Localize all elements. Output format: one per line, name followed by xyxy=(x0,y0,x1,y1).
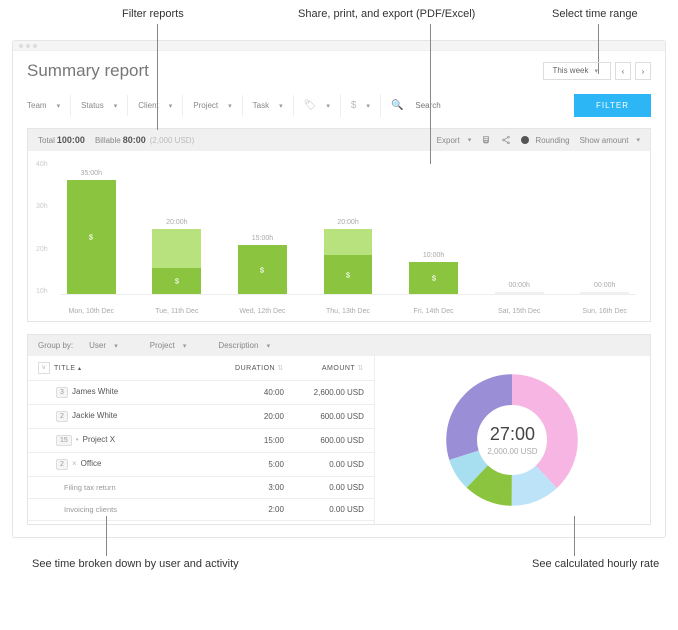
filter-client[interactable]: Client▾ xyxy=(128,95,183,116)
print-icon[interactable] xyxy=(481,135,491,145)
filter-task[interactable]: Task▾ xyxy=(243,95,294,116)
row-amount: 600.00 USD xyxy=(284,412,364,421)
chevron-down-icon: ▾ xyxy=(57,102,61,110)
chart-card: Total 100:00 Billable 80:00 (2,000 USD) … xyxy=(27,128,651,322)
dollar-icon: $ xyxy=(351,100,357,111)
row-title: 3James White xyxy=(56,387,224,398)
bar-column: 35:00h$ xyxy=(60,170,123,294)
breakdown-table: ˅ TITLE ▴ DURATION ⇅ AMOUNT ⇅ 3James Whi… xyxy=(28,356,375,524)
chart-card-header: Total 100:00 Billable 80:00 (2,000 USD) … xyxy=(28,129,650,151)
show-amount-button[interactable]: Show amount▾ xyxy=(580,136,640,145)
callout-share-export: Share, print, and export (PDF/Excel) xyxy=(298,8,475,20)
page-title: Summary report xyxy=(27,61,149,81)
svg-text:$: $ xyxy=(175,277,180,286)
donut-center-sub: 2,000.00 USD xyxy=(487,447,537,456)
bar-column: 20:00h$ xyxy=(317,219,380,294)
row-amount: 0.00 USD xyxy=(284,460,364,469)
chevron-down-icon: ▾ xyxy=(594,68,598,75)
chevron-down-icon: ▾ xyxy=(228,102,232,110)
svg-text:$: $ xyxy=(346,270,351,279)
callout-hourly-rate: See calculated hourly rate xyxy=(532,558,659,570)
row-amount: 2,600.00 USD xyxy=(284,388,364,397)
filter-status[interactable]: Status▾ xyxy=(71,95,128,116)
row-title: 2Jackie White xyxy=(56,411,224,422)
filter-bar: Team▾Status▾Client▾Project▾Task▾ 🏷▾ $▾ 🔍… xyxy=(13,89,665,128)
time-range-picker: This week▾ ‹ › xyxy=(543,62,651,80)
chevron-down-icon: ▾ xyxy=(183,343,187,350)
count-badge: 2 xyxy=(56,411,68,422)
count-badge: 3 xyxy=(56,387,68,398)
row-title: 2×Office xyxy=(56,459,224,470)
window-titlebar xyxy=(13,41,665,51)
bar-column: 10:00h$ xyxy=(402,252,465,295)
groupby-project[interactable]: Project ▾ xyxy=(150,341,187,350)
table-row[interactable]: 2Jackie White20:00600.00 USD xyxy=(28,405,374,429)
col-duration-header[interactable]: DURATION ⇅ xyxy=(224,364,284,372)
chevron-down-icon: ▾ xyxy=(267,343,271,350)
filter-team[interactable]: Team▾ xyxy=(27,95,71,116)
table-row[interactable]: Filing tax return3:000.00 USD xyxy=(28,477,374,499)
filter-button[interactable]: FILTER xyxy=(574,94,651,117)
row-duration: 15:00 xyxy=(224,436,284,445)
bar-chart: 40h30h20h10h 35:00h$20:00h$15:00h$20:00h… xyxy=(28,151,650,321)
breakdown-card: Group by: User ▾Project ▾Description ▾ ˅… xyxy=(27,334,651,525)
callout-filter-reports: Filter reports xyxy=(122,8,184,20)
filter-tag[interactable]: 🏷▾ xyxy=(294,94,341,117)
chevron-down-icon: ▾ xyxy=(169,102,173,110)
chevron-down-icon: ▾ xyxy=(114,343,118,350)
bar-column: 00:00h xyxy=(573,282,636,294)
total-value: 100:00 xyxy=(57,135,85,145)
table-row[interactable]: Invoicing clients2:000.00 USD xyxy=(28,499,374,521)
bar-column: 15:00h$ xyxy=(231,235,294,294)
row-duration: 3:00 xyxy=(224,483,284,492)
billable-amount: (2,000 USD) xyxy=(150,136,194,145)
bar-column: 00:00h xyxy=(488,282,551,294)
table-row[interactable]: 15•Project X15:00600.00 USD xyxy=(28,429,374,453)
row-amount: 600.00 USD xyxy=(284,436,364,445)
tag-icon: 🏷 xyxy=(304,100,317,111)
time-range-prev[interactable]: ‹ xyxy=(615,62,631,80)
table-row[interactable]: 3James White40:002,600.00 USD xyxy=(28,381,374,405)
time-range-next[interactable]: › xyxy=(635,62,651,80)
col-title-header[interactable]: TITLE ▴ xyxy=(54,365,224,372)
share-icon[interactable] xyxy=(501,135,511,145)
row-title: 15•Project X xyxy=(56,435,224,446)
filter-amount[interactable]: $▾ xyxy=(341,94,381,117)
row-duration: 5:00 xyxy=(224,460,284,469)
row-title: Filing tax return xyxy=(56,483,224,492)
chevron-down-icon: ▾ xyxy=(279,102,283,110)
row-duration: 2:00 xyxy=(224,505,284,514)
row-amount: 0.00 USD xyxy=(284,483,364,492)
count-badge: 2 xyxy=(56,459,68,470)
row-duration: 40:00 xyxy=(224,388,284,397)
app-window: Summary report This week▾ ‹ › Team▾Statu… xyxy=(12,40,666,538)
search-icon: 🔍 xyxy=(391,100,403,111)
chevron-down-icon: ▾ xyxy=(114,102,118,110)
rounding-toggle[interactable]: Rounding xyxy=(521,136,569,145)
groupby-description[interactable]: Description ▾ xyxy=(218,341,270,350)
groupby-user[interactable]: User ▾ xyxy=(89,341,118,350)
table-row[interactable]: 2×Office5:000.00 USD xyxy=(28,453,374,477)
donut-chart: 27:00 2,000.00 USD xyxy=(375,356,650,524)
bar-column: 20:00h$ xyxy=(146,219,209,294)
svg-text:$: $ xyxy=(260,265,265,274)
row-amount: 0.00 USD xyxy=(284,505,364,514)
expand-toggle[interactable]: ˅ xyxy=(38,362,50,374)
col-amount-header[interactable]: AMOUNT ⇅ xyxy=(284,364,364,372)
row-title: Invoicing clients xyxy=(56,505,224,514)
count-badge: 15 xyxy=(56,435,72,446)
filter-project[interactable]: Project▾ xyxy=(183,95,242,116)
billable-value: 80:00 xyxy=(123,135,146,145)
svg-text:$: $ xyxy=(431,273,436,282)
export-button[interactable]: Export▾ xyxy=(437,136,472,145)
svg-text:$: $ xyxy=(89,233,94,242)
groupby-bar: Group by: User ▾Project ▾Description ▾ xyxy=(28,335,650,356)
time-range-select[interactable]: This week▾ xyxy=(543,62,611,80)
donut-center-value: 27:00 xyxy=(490,424,535,445)
callout-select-time: Select time range xyxy=(552,8,638,20)
row-duration: 20:00 xyxy=(224,412,284,421)
callout-time-breakdown: See time broken down by user and activit… xyxy=(32,558,239,570)
